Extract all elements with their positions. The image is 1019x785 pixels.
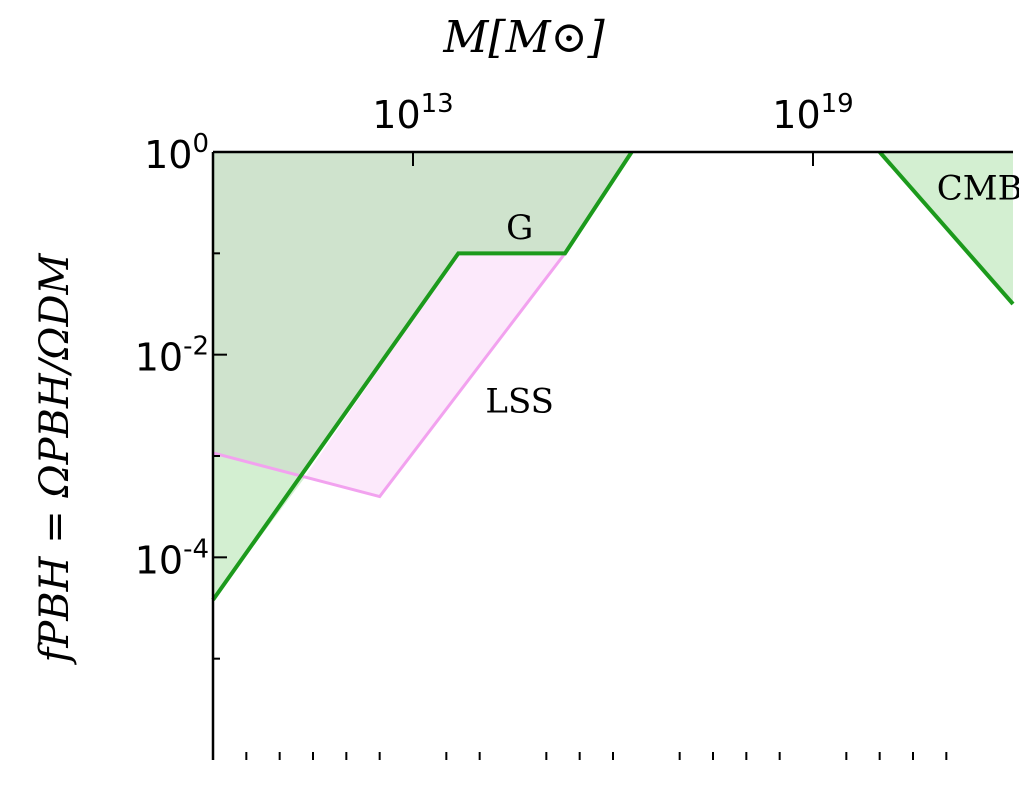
y-tick-label: 10-2 xyxy=(135,332,209,380)
x-tick-label: 1013 xyxy=(372,89,453,137)
region-label: CMB xyxy=(937,168,1019,208)
annotations: G LSS CMB xyxy=(485,168,1019,421)
region-label: LSS xyxy=(485,381,554,421)
y-tick-label: 10-4 xyxy=(135,534,209,582)
tick-marks xyxy=(213,151,948,760)
region-g-lss-overlap-fill xyxy=(213,452,305,600)
series-cmb-line xyxy=(878,150,1015,306)
constraint-regions xyxy=(211,150,1015,602)
region-lss-fill xyxy=(305,253,565,497)
series-g-line xyxy=(211,150,634,602)
x-axis-label: M[M⊙] xyxy=(442,12,605,63)
region-g-fill xyxy=(213,152,632,600)
y-axis-label: fPBH = ΩPBH/ΩDM xyxy=(32,252,78,665)
region-label: G xyxy=(506,208,533,248)
y-tick-label: 100 xyxy=(144,129,209,177)
series-lss-line xyxy=(212,252,567,499)
x-tick-label: 1019 xyxy=(772,89,853,137)
